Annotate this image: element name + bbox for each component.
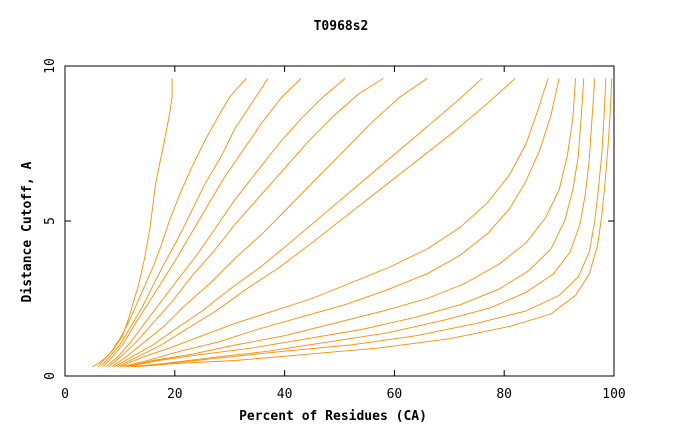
series-line-13: [128, 78, 585, 368]
series-line-9: [117, 78, 516, 368]
x-tick-label: 20: [167, 387, 183, 402]
x-tick-label: 0: [61, 387, 69, 402]
x-tick-label: 60: [387, 387, 403, 402]
series-line-3: [100, 78, 269, 367]
y-tick-label: 10: [43, 58, 58, 74]
series-line-11: [122, 78, 560, 368]
series-group: [92, 78, 613, 368]
series-line-2: [97, 78, 247, 367]
y-tick-label: 0: [43, 372, 58, 380]
series-line-8: [114, 78, 483, 368]
x-tick-label: 40: [277, 387, 293, 402]
series-line-14: [130, 78, 596, 368]
series-line-7: [111, 78, 428, 368]
series-line-4: [103, 78, 302, 367]
series-line-10: [119, 78, 549, 368]
series-line-6: [108, 78, 384, 368]
x-tick-label: 100: [602, 387, 625, 402]
series-line-15: [133, 78, 607, 368]
x-axis-ticks: 0 20 40 60 80 100: [61, 66, 626, 402]
y-axis-label: Distance Cutoff, A: [20, 161, 35, 302]
x-axis-label: Percent of Residues (CA): [239, 409, 427, 424]
series-line-12: [125, 78, 577, 368]
y-tick-label: 5: [43, 217, 58, 225]
y-axis-ticks: 0 5 10: [43, 58, 614, 380]
series-line-16: [136, 78, 613, 368]
series-line-5: [105, 78, 346, 368]
x-tick-label: 80: [496, 387, 512, 402]
chart-title: T0968s2: [314, 19, 369, 34]
